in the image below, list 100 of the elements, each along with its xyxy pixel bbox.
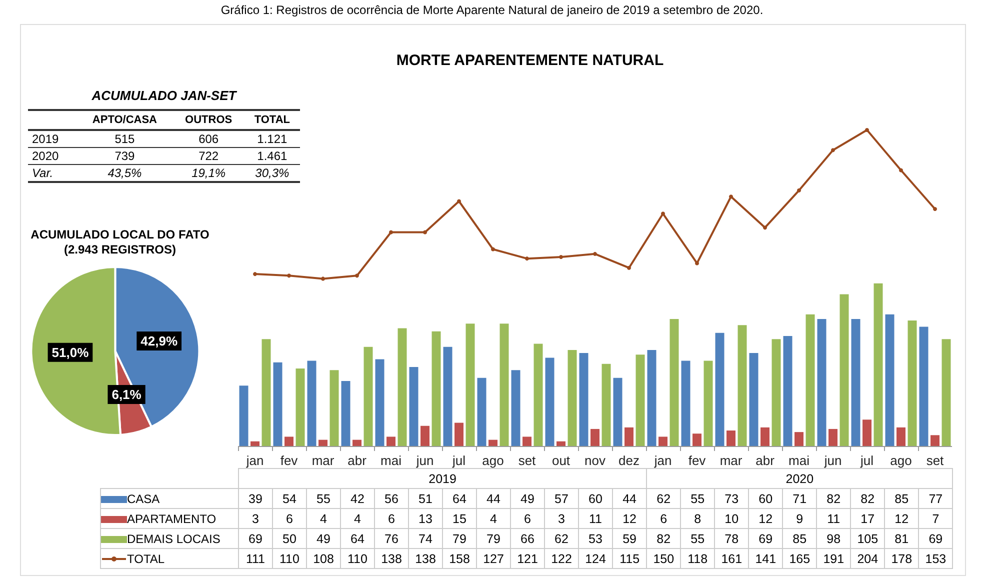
- data-label: 73: [714, 488, 749, 508]
- data-label: 6: [272, 508, 306, 528]
- text: Gráfico 1: Registros de ocorrência de Morte Aparente Natural de janeiro de 2019 a setembro de 2020.: [220, 3, 764, 17]
- bar: [885, 314, 894, 446]
- bar: [783, 336, 792, 446]
- bar: [341, 380, 350, 446]
- bar: [262, 339, 271, 446]
- data-label: 50: [272, 528, 306, 548]
- data-label: 82: [850, 488, 885, 508]
- data-label: 51: [408, 488, 442, 508]
- bar: [318, 440, 328, 446]
- data-label: 11: [816, 508, 851, 528]
- data-label: 66: [510, 528, 544, 548]
- data-label: 178: [884, 548, 919, 568]
- bar: [534, 344, 543, 446]
- data-label: 3: [238, 508, 272, 528]
- bar: [715, 332, 724, 446]
- data-label: 6: [510, 508, 544, 528]
- bar: [692, 434, 702, 446]
- point: [627, 266, 631, 270]
- bar: [352, 440, 362, 446]
- bar: [908, 320, 917, 446]
- point: [729, 194, 733, 199]
- bar: [296, 368, 305, 446]
- point: [661, 212, 665, 216]
- bar: [511, 370, 520, 446]
- point: [321, 276, 325, 281]
- bar: [828, 428, 838, 446]
- bar: [284, 436, 294, 446]
- x-tick-label: mai: [380, 453, 402, 468]
- bar: [568, 350, 577, 446]
- data-label: 64: [340, 528, 374, 548]
- bar: [330, 370, 339, 446]
- data-label: 4: [476, 508, 510, 528]
- category-label: 2020: [32, 149, 59, 163]
- data-label: 85: [884, 488, 919, 508]
- bar: [624, 427, 634, 446]
- x-tick-label: ago: [482, 453, 504, 468]
- data-label: 44: [476, 488, 510, 508]
- x-tick-label: mai: [788, 453, 810, 468]
- bar: [749, 353, 758, 446]
- point: [831, 148, 835, 152]
- data-label: 39: [238, 488, 272, 508]
- data-label: 105: [850, 528, 885, 548]
- data-label: 57: [544, 488, 578, 508]
- data-label: 85: [782, 528, 817, 548]
- data-label: 62: [544, 528, 578, 548]
- data-label: 51,0%: [52, 344, 90, 360]
- point: [423, 230, 427, 234]
- data-label: 12: [612, 508, 647, 528]
- data-label: 64: [442, 488, 476, 508]
- legend-label: DEMAIS LOCAIS: [100, 528, 238, 548]
- data-label: 42,9%: [140, 334, 178, 349]
- bar: [590, 428, 600, 446]
- bar: [375, 359, 384, 446]
- data-label: 98: [816, 528, 851, 548]
- data-label: 71: [782, 488, 817, 508]
- text: 30,3%: [255, 166, 290, 180]
- bar: [420, 426, 430, 446]
- bar: [522, 436, 532, 446]
- data-label: 6: [646, 508, 681, 528]
- bar: [930, 435, 940, 446]
- bar: [704, 360, 713, 446]
- bar: [817, 318, 826, 446]
- x-tick-label: ago: [890, 453, 912, 468]
- chart-title: MORTE APARENTEMENTE NATURAL: [396, 52, 664, 69]
- text: 739: [114, 149, 135, 163]
- data-label: 62: [646, 488, 681, 508]
- data-label: 54: [272, 488, 306, 508]
- text: 2020: [646, 468, 953, 488]
- data-label: 9: [782, 508, 817, 528]
- data-label: 55: [680, 528, 715, 548]
- point: [899, 168, 903, 172]
- data-label: 165: [782, 548, 817, 568]
- data-label: 6: [374, 508, 408, 528]
- x-tick-label: jun: [415, 453, 434, 468]
- bar: [738, 325, 747, 446]
- x-tick-label: jul: [859, 453, 874, 468]
- data-label: 153: [918, 548, 953, 568]
- text: 606: [198, 132, 219, 146]
- data-label: 12: [748, 508, 783, 528]
- data-label: 13: [408, 508, 442, 528]
- bar: [942, 339, 951, 446]
- bar: [919, 326, 928, 446]
- text: 43,5%: [108, 166, 142, 180]
- point: [797, 188, 801, 192]
- data-label: 44: [612, 488, 647, 508]
- data-label: 122: [544, 548, 578, 568]
- point: [559, 255, 563, 260]
- data-label: 3: [544, 508, 578, 528]
- point: [525, 256, 529, 261]
- bar: [658, 436, 668, 446]
- bar: [613, 378, 622, 446]
- bar: [409, 367, 418, 446]
- bar: [772, 339, 781, 446]
- data-label: 108: [306, 548, 340, 568]
- data-label: 56: [374, 488, 408, 508]
- data-label: 49: [510, 488, 544, 508]
- data-label: 110: [340, 548, 374, 568]
- x-tick-label: jun: [823, 453, 842, 468]
